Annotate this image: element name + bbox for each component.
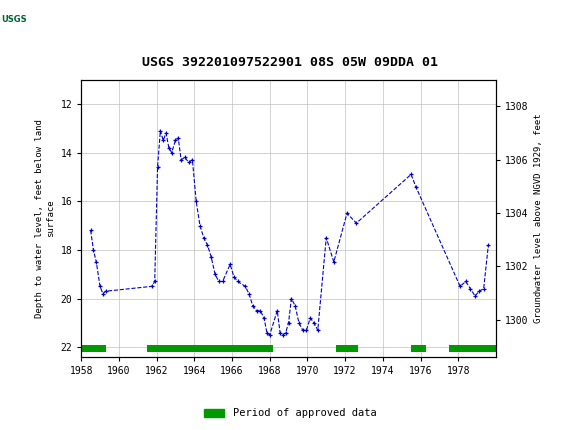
Bar [336, 345, 358, 352]
Bar [147, 345, 274, 352]
Bar [81, 345, 106, 352]
Text: USGS: USGS [2, 15, 27, 24]
Legend: Period of approved data: Period of approved data [200, 404, 380, 423]
Bar [411, 345, 426, 352]
Text: ≡USGS: ≡USGS [8, 12, 67, 27]
Bar [3, 4, 26, 36]
Text: USGS 392201097522901 08S 05W 09DDA 01: USGS 392201097522901 08S 05W 09DDA 01 [142, 56, 438, 69]
Y-axis label: Depth to water level, feet below land
surface: Depth to water level, feet below land su… [35, 119, 55, 318]
Bar [449, 345, 496, 352]
Y-axis label: Groundwater level above NGVD 1929, feet: Groundwater level above NGVD 1929, feet [534, 114, 543, 323]
